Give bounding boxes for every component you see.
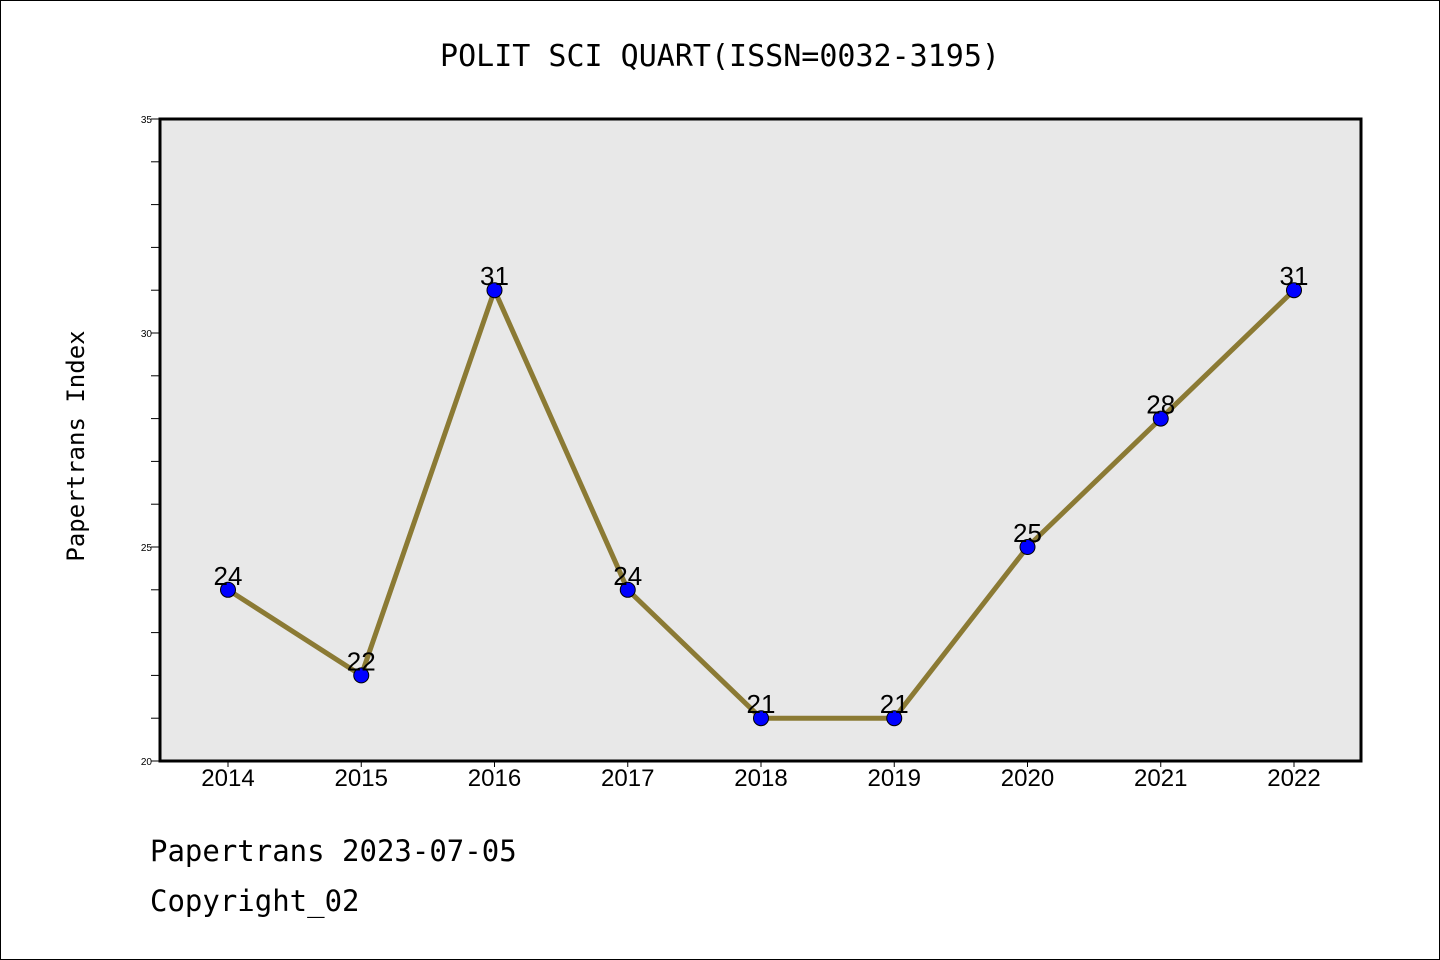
footer-date: Papertrans 2023-07-05 xyxy=(150,834,517,868)
y-tick-label: 35 xyxy=(141,115,153,126)
x-tick-label: 2019 xyxy=(868,765,921,792)
x-tick-label: 2016 xyxy=(468,765,521,792)
y-tick-label: 30 xyxy=(141,329,153,340)
chart-marks: 20 25 30 35 2014 2015 2016 2017 2018 2019 2020 2021… xyxy=(141,115,1321,792)
data-point xyxy=(1019,539,1036,555)
x-tick-label: 2014 xyxy=(201,765,254,792)
data-point xyxy=(1152,410,1169,427)
data-label: 31 xyxy=(480,261,509,291)
data-point xyxy=(220,581,236,598)
data-point xyxy=(619,581,636,598)
data-point xyxy=(486,282,503,299)
data-point xyxy=(886,710,903,727)
y-axis-label: Papertrans Index xyxy=(62,330,90,561)
data-point xyxy=(753,710,769,727)
x-tick-label: 2017 xyxy=(601,765,654,792)
data-label: 25 xyxy=(1013,518,1042,548)
data-label: 31 xyxy=(1280,261,1309,291)
x-tick-label: 2021 xyxy=(1134,765,1187,792)
data-label: 21 xyxy=(880,689,909,719)
footer-copyright: Copyright_02 xyxy=(150,884,360,918)
data-label: 28 xyxy=(1146,390,1175,420)
x-tick-label: 2015 xyxy=(335,765,388,792)
y-tick-label: 25 xyxy=(141,543,153,554)
data-label: 24 xyxy=(214,561,243,591)
data-label: 22 xyxy=(347,646,376,676)
data-label: 24 xyxy=(613,561,642,591)
x-tick-label: 2020 xyxy=(1001,765,1054,792)
y-tick-label: 20 xyxy=(141,757,153,768)
chart-title: POLIT SCI QUART(ISSN=0032-3195) xyxy=(440,39,1000,74)
plot-area xyxy=(158,117,1363,763)
x-tick-label: 2018 xyxy=(734,765,787,792)
data-label: 21 xyxy=(747,689,776,719)
x-tick-label: 2022 xyxy=(1267,765,1320,792)
data-point xyxy=(1286,282,1302,299)
data-point xyxy=(353,667,370,684)
